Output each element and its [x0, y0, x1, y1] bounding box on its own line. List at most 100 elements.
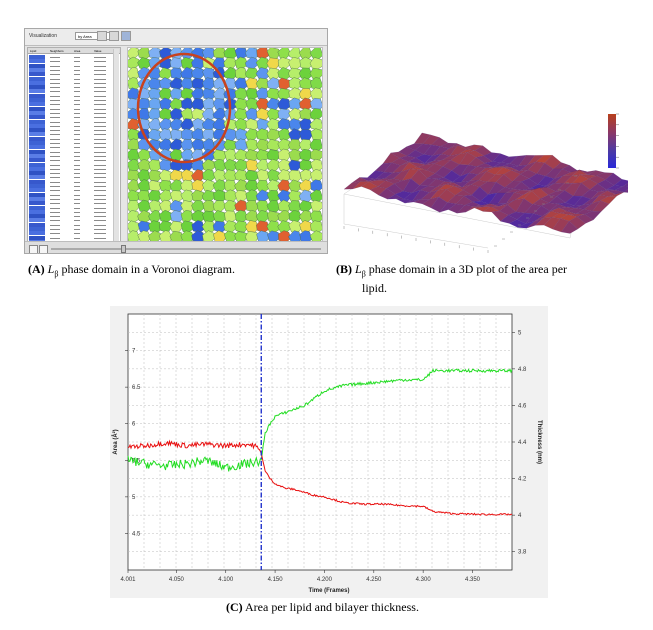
x-axis-ticks: 4.001 4.050 4.100 4.150 4.200 4.250 4.300 4.350	[120, 570, 481, 583]
table-row[interactable]	[28, 102, 120, 107]
caption-b-text-2: lipid.	[362, 281, 388, 296]
table-row[interactable]	[28, 63, 120, 68]
playback-controls	[25, 241, 327, 253]
table-row[interactable]	[28, 171, 120, 176]
visualization-toolbar: Visualization by Area	[25, 29, 327, 46]
table-row[interactable]	[28, 162, 120, 167]
table-row[interactable]	[28, 153, 120, 158]
table-row[interactable]	[28, 209, 120, 214]
y-right-tick-label: 3.8	[518, 550, 527, 556]
table-row[interactable]	[28, 196, 120, 201]
caption-b-text-1: phase domain in a 3D plot of the area pe…	[365, 262, 568, 276]
surface-axis-ticks	[343, 175, 577, 253]
y-left-tick-label: 7	[132, 349, 136, 355]
x-tick-label: 4.001	[120, 577, 136, 583]
frame-slider-handle[interactable]	[121, 245, 126, 253]
table-row[interactable]	[28, 106, 120, 111]
y-right-tick-label: 4.8	[518, 367, 527, 373]
y-right-tick-label: 4	[518, 513, 522, 519]
table-row[interactable]	[28, 218, 120, 223]
table-row[interactable]	[28, 98, 120, 102]
caption-a: (A) Lβ phase domain in a Voronoi diagram…	[28, 262, 235, 281]
caption-b: (B) Lβ phase domain in a 3D plot of the …	[336, 262, 646, 295]
table-row[interactable]	[28, 214, 120, 219]
table-row[interactable]	[28, 119, 120, 124]
caption-b-sub: β	[361, 269, 366, 279]
table-row[interactable]	[28, 227, 120, 231]
table-row[interactable]	[28, 175, 120, 180]
area-thickness-chart: 4.001 4.050 4.100 4.150 4.200 4.250 4.300 4.350…	[110, 306, 548, 598]
surface-mesh	[343, 132, 649, 234]
table-scrollbar[interactable]	[113, 49, 119, 241]
y-left-tick-label: 4.5	[132, 531, 141, 537]
caption-b-tag: (B)	[336, 262, 352, 276]
series-area-line	[127, 439, 513, 516]
table-row[interactable]	[28, 89, 120, 94]
x-tick-label: 4.350	[465, 577, 481, 583]
lipid-table-header: Lipid Neighbors Area Value	[28, 48, 120, 54]
surface-3d-plot	[338, 108, 649, 256]
table-row[interactable]	[28, 145, 120, 150]
y-left-axis-label: Area (Å²)	[112, 429, 119, 454]
table-row[interactable]	[28, 85, 120, 90]
y-left-tick-label: 6.5	[132, 385, 141, 391]
table-row[interactable]	[28, 179, 120, 184]
table-row[interactable]	[28, 123, 120, 128]
colorbar-ticks	[616, 113, 619, 169]
y-left-tick-label: 5	[132, 495, 136, 501]
y-right-tick-label: 4.6	[518, 403, 527, 409]
table-row[interactable]	[28, 184, 120, 188]
voronoi-cells	[126, 46, 324, 244]
y-right-axis-ticks: 3.8 4 4.2 4.4 4.6 4.8 5	[512, 330, 527, 556]
voronoi-tool-window: Visualization by Area Lipid Neighbors Ar…	[24, 28, 328, 254]
table-row[interactable]	[28, 222, 120, 227]
y-right-tick-label: 4.4	[518, 440, 527, 446]
table-row[interactable]	[28, 158, 120, 163]
table-row[interactable]	[28, 110, 120, 115]
frame-slider-track[interactable]	[51, 248, 321, 250]
table-row[interactable]	[28, 205, 120, 210]
x-tick-label: 4.100	[218, 577, 234, 583]
visualization-select-value: by Area	[78, 34, 92, 39]
table-row[interactable]	[28, 231, 120, 236]
table-header-lipid: Lipid	[30, 49, 37, 53]
table-row[interactable]	[28, 192, 120, 197]
table-row[interactable]	[28, 67, 120, 72]
table-row[interactable]	[28, 115, 120, 120]
table-row[interactable]	[28, 188, 120, 193]
x-axis-label: Time (Frames)	[309, 588, 350, 594]
caption-c: (C) Area per lipid and bilayer thickness…	[226, 600, 419, 614]
table-row[interactable]	[28, 136, 120, 141]
table-header-value: Value	[94, 49, 102, 53]
colorbar	[608, 114, 616, 168]
toolbar-button-2[interactable]	[109, 31, 119, 41]
toolbar-button-1[interactable]	[97, 31, 107, 41]
table-row[interactable]	[28, 55, 120, 59]
y-left-tick-label: 6	[132, 422, 136, 428]
caption-b-symbol: L	[355, 262, 362, 276]
table-row[interactable]	[28, 72, 120, 77]
play-button[interactable]	[29, 245, 38, 253]
table-header-area: Area	[74, 49, 81, 53]
caption-a-symbol: L	[47, 262, 55, 276]
stop-button[interactable]	[39, 245, 48, 253]
caption-a-tag: (A)	[28, 262, 45, 276]
caption-a-text: phase domain in a Voronoi diagram.	[58, 262, 235, 276]
table-row[interactable]	[28, 141, 120, 145]
table-row[interactable]	[28, 80, 120, 85]
x-tick-label: 4.150	[268, 577, 284, 583]
table-row[interactable]	[28, 201, 120, 206]
table-row[interactable]	[28, 59, 120, 64]
table-row[interactable]	[28, 166, 120, 171]
table-row[interactable]	[28, 76, 120, 81]
lipid-table[interactable]: Lipid Neighbors Area Value	[27, 47, 121, 243]
chart-canvas: 4.001 4.050 4.100 4.150 4.200 4.250 4.300 4.350…	[110, 306, 548, 598]
table-row[interactable]	[28, 235, 120, 240]
table-row[interactable]	[28, 128, 120, 133]
table-row[interactable]	[28, 149, 120, 154]
toolbar-button-3[interactable]	[121, 31, 131, 41]
table-row[interactable]	[28, 132, 120, 137]
x-tick-label: 4.050	[169, 577, 185, 583]
x-tick-label: 4.200	[317, 577, 333, 583]
table-row[interactable]	[28, 93, 120, 98]
